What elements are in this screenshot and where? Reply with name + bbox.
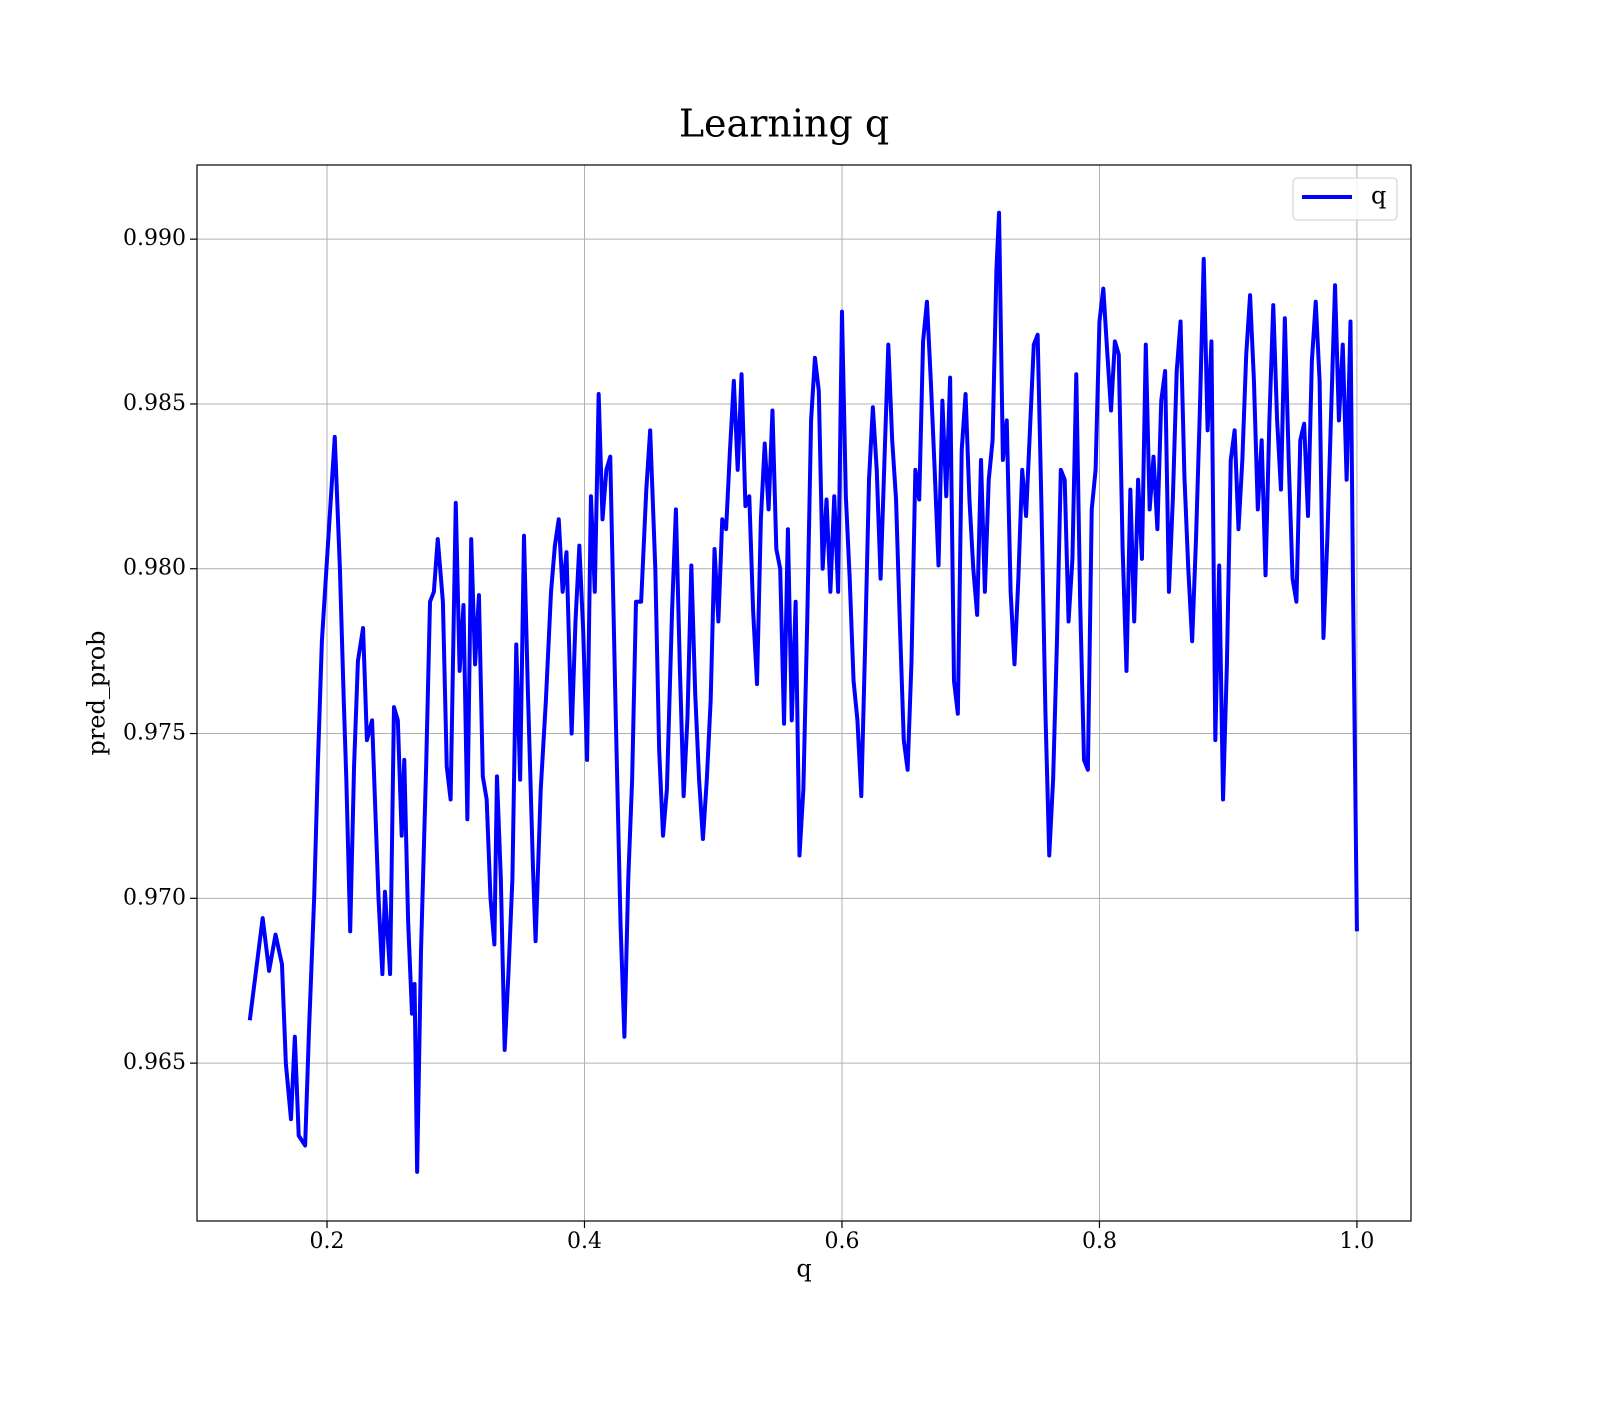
data-line — [247, 210, 1359, 1174]
y-tick-label: 0.975 — [123, 721, 186, 746]
y-tick-label: 0.970 — [123, 885, 186, 910]
legend: q — [1292, 177, 1398, 221]
plot-area — [247, 210, 1359, 1174]
y-tick-label: 0.990 — [123, 226, 186, 251]
chart-title: Learning q — [679, 102, 889, 146]
x-tick-label: 0.8 — [1082, 1229, 1117, 1254]
x-axis-label: q — [796, 1255, 811, 1283]
y-tick-label: 0.980 — [123, 556, 186, 581]
y-tick-label: 0.965 — [123, 1050, 186, 1075]
y-tick-label: 0.985 — [123, 391, 186, 416]
x-tick-label: 0.4 — [567, 1229, 602, 1254]
x-tick-label: 0.6 — [824, 1229, 859, 1254]
x-tick-label: 1.0 — [1339, 1229, 1374, 1254]
axes-frame — [196, 164, 1412, 1222]
legend-label: q — [1371, 182, 1386, 210]
y-axis-label: pred_prob — [83, 630, 111, 755]
x-tick-label: 0.2 — [310, 1229, 345, 1254]
ticks: 0.2 0.4 0.6 0.8 1.0 0.965 0.970 0.975 0.980 0.985… — [123, 226, 1374, 1254]
